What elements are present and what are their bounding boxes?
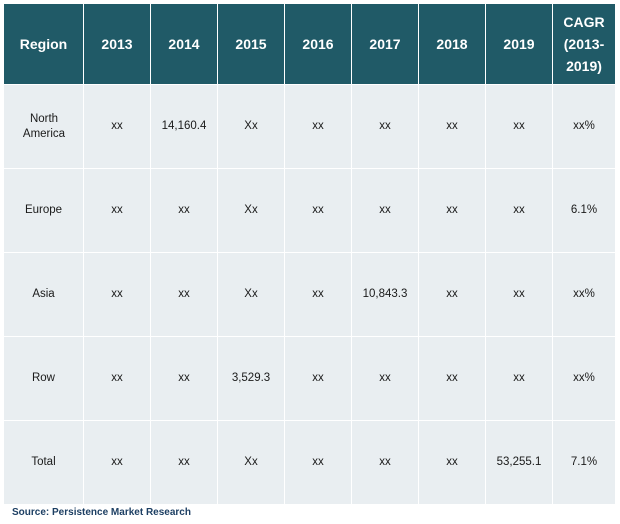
value-cell: xx	[351, 168, 419, 253]
table-row: Europe xx xx Xx xx xx xx xx 6.1%	[3, 168, 616, 253]
column-header-2019: 2019	[485, 3, 553, 85]
value-cell: 10,843.3	[351, 252, 419, 337]
cagr-cell: xx%	[552, 336, 616, 421]
cagr-cell: 6.1%	[552, 168, 616, 253]
table-row: Row xx xx 3,529.3 xx xx xx xx xx%	[3, 336, 616, 421]
value-cell: xx	[284, 168, 352, 253]
value-cell: xx	[150, 420, 218, 505]
value-cell: Xx	[217, 168, 285, 253]
region-cell: North America	[3, 84, 84, 169]
table-row: Asia xx xx Xx xx 10,843.3 xx xx xx%	[3, 252, 616, 337]
value-cell: xx	[485, 84, 553, 169]
column-header-2016: 2016	[284, 3, 352, 85]
value-cell: xx	[83, 252, 151, 337]
source-note: Source: Persistence Market Research	[12, 507, 191, 518]
column-header-cagr: CAGR (2013-2019)	[552, 3, 616, 85]
value-cell: xx	[150, 252, 218, 337]
table-header-row: Region 2013 2014 2015 2016 2017 2018 201…	[3, 3, 616, 85]
region-cell: Asia	[3, 252, 84, 337]
value-cell: xx	[485, 252, 553, 337]
market-table: Region 2013 2014 2015 2016 2017 2018 201…	[3, 3, 616, 505]
region-label: Row	[31, 372, 55, 384]
value-cell: 53,255.1	[485, 420, 553, 505]
value-cell: xx	[83, 420, 151, 505]
column-header-2013: 2013	[83, 3, 151, 85]
table-row: North America xx 14,160.4 Xx xx xx xx xx…	[3, 84, 616, 169]
value-cell: xx	[284, 84, 352, 169]
value-cell: Xx	[217, 84, 285, 169]
value-cell: xx	[83, 84, 151, 169]
value-cell: xx	[351, 420, 419, 505]
cagr-cell: xx%	[552, 252, 616, 337]
value-cell: xx	[351, 84, 419, 169]
value-cell: xx	[418, 84, 486, 169]
region-cell: Row	[3, 336, 84, 421]
value-cell: xx	[284, 252, 352, 337]
value-cell: xx	[418, 420, 486, 505]
region-cell: Europe	[3, 168, 84, 253]
value-cell: xx	[284, 336, 352, 421]
value-cell: xx	[83, 168, 151, 253]
value-cell: xx	[150, 168, 218, 253]
cagr-cell: xx%	[552, 84, 616, 169]
market-table-container: Region 2013 2014 2015 2016 2017 2018 201…	[3, 3, 616, 505]
column-header-2014: 2014	[150, 3, 218, 85]
region-cell: Total	[3, 420, 84, 505]
region-label: Total	[31, 456, 56, 468]
value-cell: xx	[150, 336, 218, 421]
value-cell: xx	[485, 168, 553, 253]
value-cell: 14,160.4	[150, 84, 218, 169]
value-cell: Xx	[217, 420, 285, 505]
value-cell: 3,529.3	[217, 336, 285, 421]
value-cell: xx	[83, 336, 151, 421]
region-label: North America	[22, 112, 66, 140]
table-row: Total xx xx Xx xx xx xx 53,255.1 7.1%	[3, 420, 616, 505]
value-cell: xx	[284, 420, 352, 505]
value-cell: xx	[351, 336, 419, 421]
value-cell: Xx	[217, 252, 285, 337]
value-cell: xx	[418, 252, 486, 337]
column-header-2017: 2017	[351, 3, 419, 85]
column-header-2015: 2015	[217, 3, 285, 85]
cagr-cell: 7.1%	[552, 420, 616, 505]
column-header-region: Region	[3, 3, 84, 85]
value-cell: xx	[418, 336, 486, 421]
region-label: Europe	[24, 204, 63, 216]
value-cell: xx	[485, 336, 553, 421]
value-cell: xx	[418, 168, 486, 253]
column-header-2018: 2018	[418, 3, 486, 85]
region-label: Asia	[32, 288, 55, 300]
